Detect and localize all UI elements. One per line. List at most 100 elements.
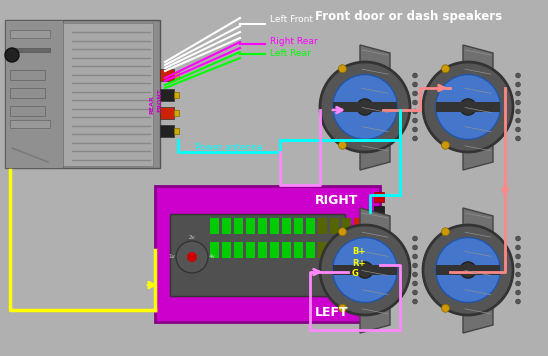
- Bar: [222, 242, 231, 258]
- Bar: [354, 242, 363, 258]
- Circle shape: [516, 290, 521, 295]
- Bar: [10, 70, 45, 80]
- Circle shape: [516, 254, 521, 259]
- Circle shape: [463, 270, 467, 274]
- Bar: [246, 242, 255, 258]
- Circle shape: [413, 236, 418, 241]
- Circle shape: [413, 290, 418, 295]
- Circle shape: [463, 107, 467, 111]
- Bar: [294, 218, 303, 234]
- Bar: [368, 248, 378, 256]
- Circle shape: [365, 266, 369, 269]
- Bar: [10, 106, 45, 116]
- Polygon shape: [463, 45, 493, 170]
- Circle shape: [465, 102, 469, 106]
- Circle shape: [360, 268, 364, 272]
- Circle shape: [466, 102, 470, 106]
- Circle shape: [360, 269, 364, 273]
- Circle shape: [516, 263, 521, 268]
- Circle shape: [361, 102, 365, 106]
- Polygon shape: [463, 208, 493, 333]
- Bar: [374, 308, 384, 318]
- Circle shape: [339, 304, 346, 312]
- Circle shape: [463, 104, 467, 108]
- Circle shape: [362, 265, 367, 269]
- Circle shape: [516, 91, 521, 96]
- Bar: [10, 30, 50, 38]
- Circle shape: [469, 266, 472, 270]
- Circle shape: [365, 271, 369, 274]
- Circle shape: [360, 266, 364, 270]
- Circle shape: [413, 118, 418, 123]
- Circle shape: [361, 266, 369, 274]
- Circle shape: [464, 108, 468, 112]
- Circle shape: [366, 268, 370, 272]
- Circle shape: [516, 109, 521, 114]
- Circle shape: [469, 104, 473, 108]
- Circle shape: [469, 106, 473, 110]
- Bar: [210, 242, 219, 258]
- Circle shape: [442, 304, 449, 312]
- Circle shape: [467, 271, 471, 275]
- Circle shape: [467, 102, 471, 106]
- Circle shape: [364, 108, 368, 112]
- Text: REAR: REAR: [150, 95, 155, 114]
- Circle shape: [467, 108, 471, 112]
- Circle shape: [436, 237, 500, 302]
- Circle shape: [516, 118, 521, 123]
- Circle shape: [516, 281, 521, 286]
- Bar: [306, 242, 315, 258]
- Circle shape: [463, 268, 467, 272]
- Circle shape: [366, 105, 370, 109]
- Circle shape: [362, 271, 366, 275]
- Circle shape: [464, 107, 467, 111]
- Circle shape: [465, 108, 470, 112]
- Bar: [333, 101, 397, 112]
- Circle shape: [364, 108, 368, 112]
- Bar: [374, 295, 384, 305]
- Circle shape: [466, 265, 470, 269]
- Circle shape: [516, 73, 521, 78]
- Circle shape: [320, 225, 410, 315]
- Circle shape: [360, 268, 364, 272]
- Circle shape: [469, 103, 472, 107]
- Text: 1v: 1v: [168, 255, 175, 260]
- Bar: [282, 218, 291, 234]
- Circle shape: [469, 105, 473, 109]
- Circle shape: [366, 269, 370, 273]
- Circle shape: [463, 103, 467, 107]
- Circle shape: [362, 265, 366, 269]
- Circle shape: [413, 73, 418, 78]
- Circle shape: [333, 237, 397, 302]
- Text: Power antenna: Power antenna: [195, 143, 262, 152]
- Bar: [333, 265, 397, 276]
- Circle shape: [413, 281, 418, 286]
- Circle shape: [464, 270, 467, 274]
- Bar: [366, 218, 375, 234]
- Circle shape: [516, 100, 521, 105]
- Circle shape: [423, 62, 513, 152]
- Bar: [63, 23, 153, 166]
- Circle shape: [469, 270, 472, 274]
- Bar: [246, 218, 255, 234]
- Circle shape: [469, 105, 473, 109]
- Bar: [258, 218, 267, 234]
- Circle shape: [516, 272, 521, 277]
- Text: R+: R+: [352, 258, 366, 267]
- Circle shape: [366, 104, 370, 108]
- Bar: [318, 242, 327, 258]
- Circle shape: [364, 102, 368, 106]
- Circle shape: [413, 272, 418, 277]
- Bar: [160, 69, 174, 81]
- Bar: [160, 107, 174, 119]
- Circle shape: [361, 270, 364, 274]
- Circle shape: [467, 271, 471, 275]
- Circle shape: [339, 141, 346, 149]
- Bar: [160, 89, 174, 101]
- Bar: [366, 242, 375, 258]
- Text: G: G: [352, 269, 359, 278]
- Text: 4v: 4v: [209, 255, 216, 260]
- Text: RIGHT: RIGHT: [315, 194, 358, 206]
- Circle shape: [516, 245, 521, 250]
- Circle shape: [463, 269, 467, 273]
